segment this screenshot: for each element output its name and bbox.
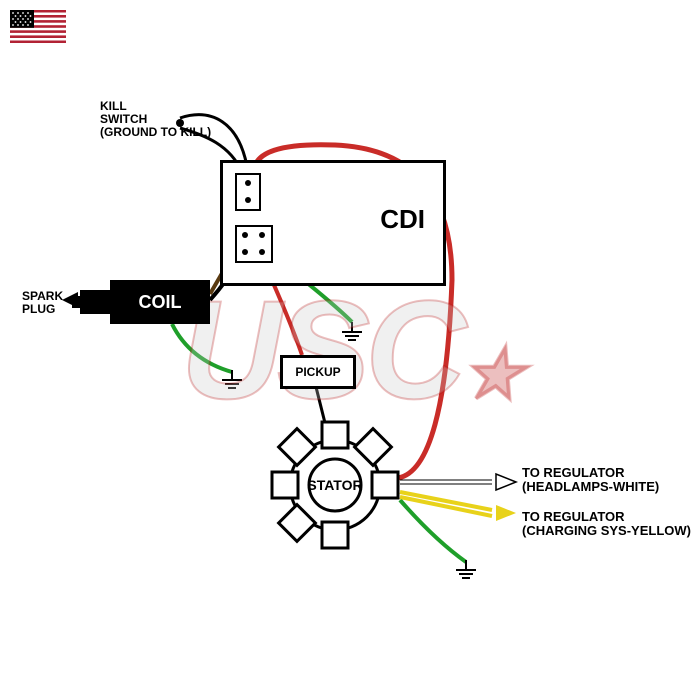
coil-label: COIL bbox=[139, 292, 182, 312]
diagram-canvas: USC★ bbox=[0, 0, 700, 700]
cdi-connector-bottom bbox=[235, 225, 273, 263]
coil-tip bbox=[80, 290, 110, 314]
stator: STATOR bbox=[270, 420, 400, 550]
spark-plug-label: SPARK PLUG bbox=[22, 290, 63, 316]
regulator-yellow-label: TO REGULATOR (CHARGING SYS-YELLOW) bbox=[522, 510, 691, 539]
coil-box: COIL bbox=[110, 280, 210, 324]
cdi-label: CDI bbox=[380, 205, 425, 234]
regulator-white-label: TO REGULATOR (HEADLAMPS-WHITE) bbox=[522, 466, 659, 495]
kill-switch-label: KILL SWITCH (GROUND TO KILL) bbox=[100, 100, 211, 140]
cdi-connector-top bbox=[235, 173, 261, 211]
pickup-box: PICKUP bbox=[280, 355, 356, 389]
stator-label: STATOR bbox=[307, 477, 362, 493]
cdi-box: CDI bbox=[220, 160, 446, 286]
pickup-label: PICKUP bbox=[295, 365, 340, 379]
